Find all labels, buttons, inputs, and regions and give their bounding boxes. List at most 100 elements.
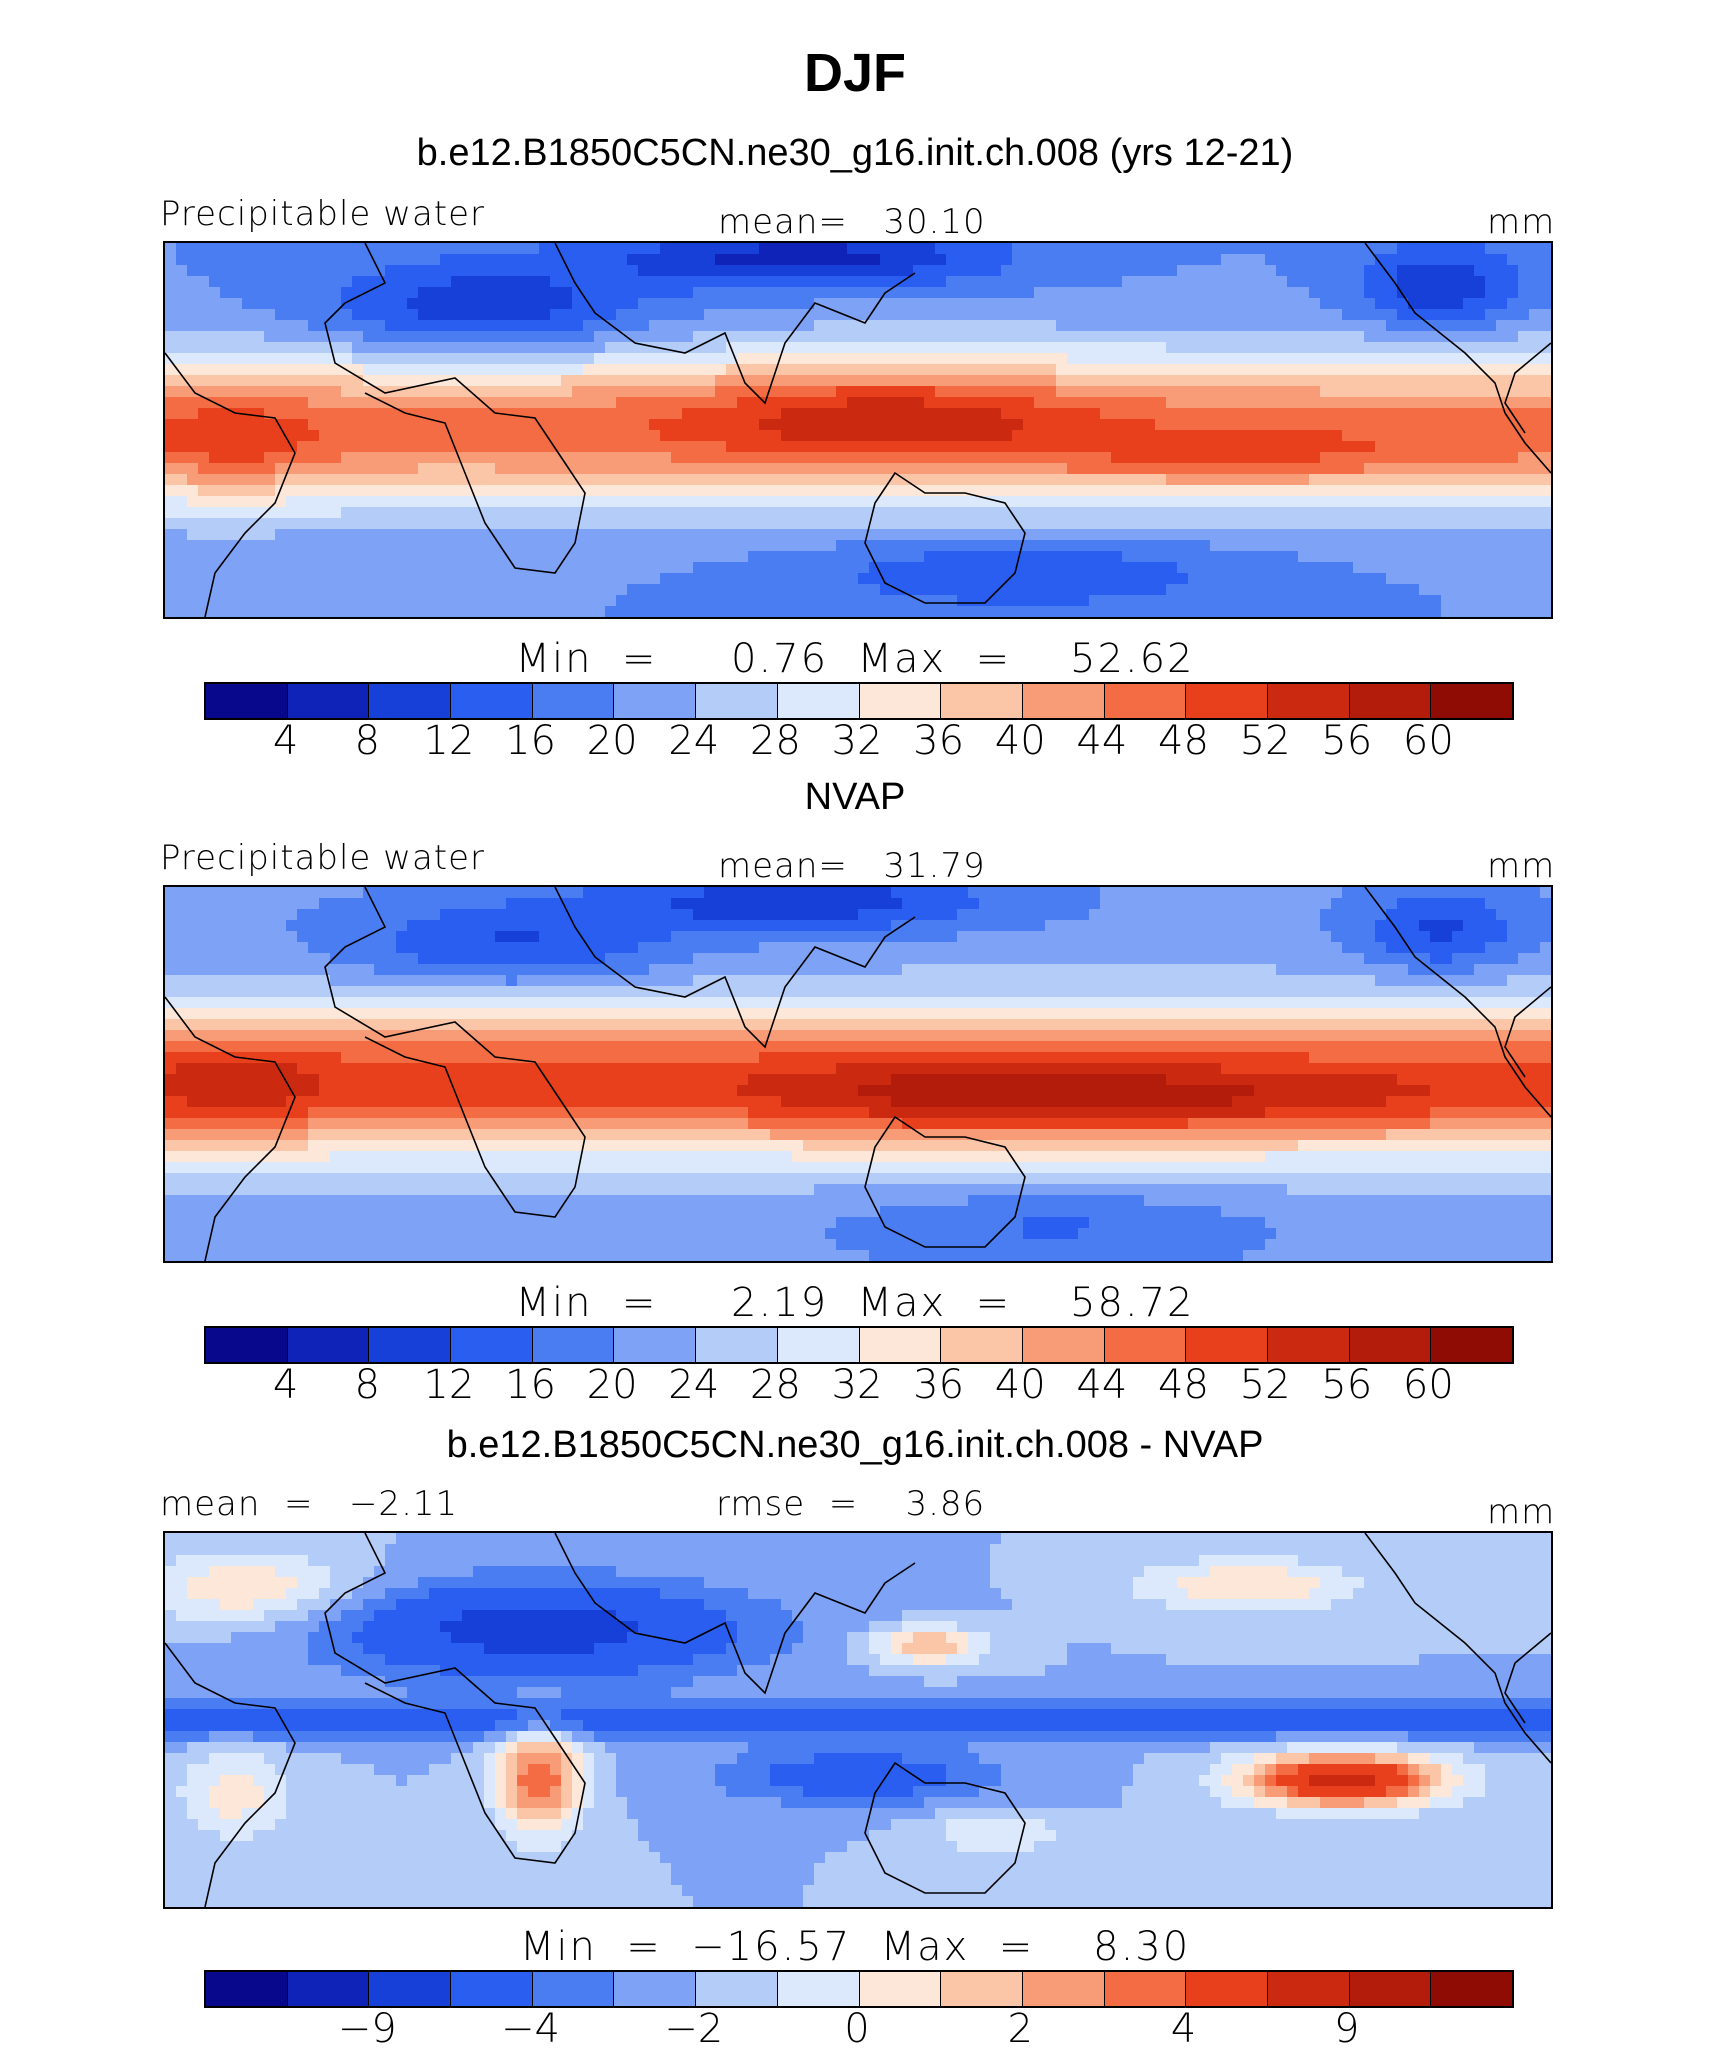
colorbar-swatch [1267,1328,1350,1362]
colorbar-tick-label: −4 [501,2006,560,2052]
colorbar-swatch [614,1328,697,1362]
colorbar-swatch [1104,1328,1187,1362]
colorbar-swatch [451,1328,533,1362]
figure-title: DJF [803,43,906,103]
colorbar-swatch [1267,684,1350,718]
colorbar-swatch [451,1972,533,2006]
colorbar-swatch [532,1328,615,1362]
colorbar-tick-label: 28 [749,1362,801,1408]
colorbar-swatch [1104,1972,1187,2006]
panel2-heading: NVAP [804,776,906,818]
colorbar-tick-label: 32 [831,718,883,764]
colorbar-tick-label: 16 [505,1362,556,1408]
colorbar-tick-label: 12 [423,1362,475,1408]
colorbar-swatch [859,1972,942,2006]
colorbar-swatch [941,1328,1023,1362]
colorbar-tick-label: 20 [586,1362,638,1408]
colorbar-tick-label: −2 [664,2006,724,2052]
colorbar-swatch [1022,684,1105,718]
panel3-rmse-label: rmse = 3.86 [716,1484,986,1524]
colorbar-tick-label: 56 [1321,718,1373,764]
colorbar-swatch [1022,1328,1105,1362]
colorbar-tick-label: 40 [994,718,1046,764]
panel2-units-label: mm [1487,846,1556,886]
panel3-colorbar-ticks: −9 −4 −2 0 2 4 9 [204,2006,1510,2052]
panel3-map [163,1531,1553,1909]
colorbar-swatch [777,1972,860,2006]
colorbar-swatch [1431,1972,1512,2006]
colorbar-tick-label: 8 [354,1362,380,1408]
colorbar-swatch [614,1972,697,2006]
panel1-minmax: Min = 0.76 Max = 52.62 [515,636,1195,682]
panel1-colorbar-ticks: 4 8 12 16 20 24 28 32 36 40 44 48 52 56 60 [204,718,1510,764]
colorbar-tick-label: 28 [749,718,801,764]
colorbar-tick-label: 20 [586,718,638,764]
colorbar-swatch [1431,684,1512,718]
colorbar-tick-label: −9 [337,2006,397,2052]
colorbar-swatch [1349,684,1432,718]
colorbar-tick-label: 44 [1076,1362,1128,1408]
colorbar-tick-label: 24 [668,1362,720,1408]
colorbar-swatch [696,684,778,718]
colorbar-swatch [1186,684,1268,718]
colorbar-tick-label: 60 [1402,718,1454,764]
colorbar-swatch [287,1972,370,2006]
colorbar-swatch [369,1972,452,2006]
colorbar-tick-label: 2 [1007,2006,1033,2052]
colorbar-swatch [287,684,370,718]
colorbar-tick-label: 16 [505,718,556,764]
colorbar-swatch [451,684,533,718]
colorbar-swatch [369,1328,452,1362]
colorbar-swatch [206,1328,288,1362]
colorbar-swatch [1431,1328,1512,1362]
colorbar-tick-label: 36 [913,718,965,764]
colorbar-swatch [859,1328,942,1362]
colorbar-tick-label: 52 [1239,1362,1291,1408]
colorbar-swatch [614,684,697,718]
colorbar-tick-label: 12 [423,718,475,764]
panel1-colorbar [204,682,1514,720]
colorbar-swatch [287,1328,370,1362]
panel1-variable-label: Precipitable water [160,194,486,234]
colorbar-swatch [1186,1328,1268,1362]
colorbar-swatch [369,684,452,718]
panel3-mean-label: mean = −2.11 [160,1484,459,1524]
panel2-colorbar [204,1326,1514,1364]
colorbar-swatch [1349,1972,1432,2006]
colorbar-swatch [1104,684,1187,718]
colorbar-swatch [532,684,615,718]
colorbar-tick-label: 44 [1076,718,1128,764]
colorbar-tick-label: 32 [831,1362,883,1408]
colorbar-tick-label: 56 [1321,1362,1373,1408]
colorbar-swatch [1022,1972,1105,2006]
colorbar-tick-label: 60 [1402,1362,1454,1408]
colorbar-tick-label: 48 [1158,718,1209,764]
colorbar-tick-label: 4 [1170,2006,1197,2052]
colorbar-tick-label: 4 [272,1362,299,1408]
colorbar-swatch [1349,1328,1432,1362]
colorbar-swatch [1186,1972,1268,2006]
panel3-units-label: mm [1487,1492,1556,1532]
panel3-colorbar [204,1970,1514,2008]
colorbar-tick-label: 8 [354,718,380,764]
colorbar-swatch [777,684,860,718]
panel3-heading: b.e12.B1850C5CN.ne30_g16.init.ch.008 - N… [446,1424,1264,1466]
colorbar-swatch [206,684,288,718]
panel3-minmax: Min = −16.57 Max = 8.30 [519,1924,1191,1970]
panel2-colorbar-ticks: 4 8 12 16 20 24 28 32 36 40 44 48 52 56 60 [204,1362,1510,1408]
colorbar-swatch [941,1972,1023,2006]
colorbar-tick-label: 4 [272,718,299,764]
colorbar-swatch [532,1972,615,2006]
colorbar-swatch [1267,1972,1350,2006]
panel1-map [163,241,1553,619]
panel2-map [163,885,1553,1263]
panel1-mean-label: mean= 30.10 [718,202,986,242]
colorbar-swatch [859,684,942,718]
colorbar-tick-label: 48 [1158,1362,1209,1408]
colorbar-swatch [696,1328,778,1362]
colorbar-swatch [777,1328,860,1362]
colorbar-tick-label: 0 [844,2006,870,2052]
colorbar-tick-label: 40 [994,1362,1046,1408]
colorbar-swatch [696,1972,778,2006]
panel2-mean-label: mean= 31.79 [718,846,986,886]
